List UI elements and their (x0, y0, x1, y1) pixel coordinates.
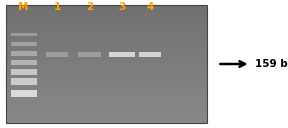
Bar (6, 96, 207, 98)
Bar (6, 30, 207, 32)
Bar (78, 52, 101, 57)
Bar (6, 71, 207, 73)
Bar (6, 10, 207, 11)
Bar (6, 77, 207, 79)
Bar (6, 20, 207, 21)
Bar (6, 7, 207, 8)
Bar (6, 99, 207, 101)
Bar (6, 107, 207, 108)
Bar (6, 120, 207, 121)
Bar (139, 52, 161, 57)
Bar (6, 80, 207, 82)
Bar (6, 66, 207, 67)
Bar (6, 90, 207, 92)
Text: 1: 1 (54, 2, 61, 12)
Bar (6, 67, 207, 68)
Bar (6, 51, 207, 52)
Bar (6, 121, 207, 123)
Bar (6, 33, 207, 35)
Bar (6, 57, 207, 58)
Bar (6, 49, 207, 51)
Bar (6, 5, 207, 7)
Bar (6, 82, 207, 83)
Bar (6, 29, 207, 30)
Bar (6, 88, 207, 89)
Bar (6, 42, 207, 43)
Bar (6, 92, 207, 93)
Bar (11, 42, 37, 46)
Bar (46, 52, 68, 57)
Bar (6, 18, 207, 20)
Bar (6, 89, 207, 90)
Bar (6, 8, 207, 10)
Bar (6, 55, 207, 57)
Bar (6, 58, 207, 60)
Bar (6, 79, 207, 80)
Bar (6, 27, 207, 29)
Bar (6, 39, 207, 40)
Bar (6, 17, 207, 18)
Bar (6, 64, 207, 66)
Bar (6, 23, 207, 24)
Bar (6, 46, 207, 48)
Bar (6, 111, 207, 113)
Bar (6, 108, 207, 110)
Bar (6, 102, 207, 104)
Text: 159 bp: 159 bp (255, 59, 288, 69)
Bar (6, 105, 207, 107)
Bar (11, 60, 37, 65)
Bar (6, 76, 207, 77)
Text: 4: 4 (146, 2, 154, 12)
Bar (6, 113, 207, 114)
Text: 2: 2 (86, 2, 93, 12)
Bar (11, 51, 37, 56)
Bar (6, 83, 207, 85)
Bar (6, 15, 207, 17)
Bar (6, 101, 207, 102)
Bar (6, 115, 207, 117)
Bar (6, 38, 207, 39)
Bar (6, 74, 207, 76)
Bar (6, 73, 207, 74)
Bar (6, 63, 207, 64)
Bar (6, 5, 207, 123)
Bar (6, 70, 207, 71)
Bar (6, 54, 207, 55)
Bar (6, 32, 207, 33)
Bar (6, 43, 207, 45)
Bar (109, 52, 135, 57)
Bar (6, 95, 207, 96)
Bar (6, 40, 207, 42)
Bar (6, 36, 207, 38)
Bar (6, 11, 207, 13)
Bar (6, 68, 207, 70)
Bar (6, 110, 207, 111)
Bar (6, 85, 207, 86)
Bar (6, 61, 207, 63)
Bar (11, 78, 37, 85)
Bar (6, 35, 207, 36)
Bar (6, 24, 207, 26)
Bar (6, 52, 207, 54)
Bar (6, 114, 207, 115)
Bar (6, 14, 207, 15)
Bar (6, 117, 207, 119)
Bar (6, 48, 207, 49)
Text: M: M (18, 2, 28, 12)
Bar (11, 69, 37, 75)
Bar (6, 93, 207, 95)
Bar (11, 90, 37, 97)
Bar (6, 60, 207, 61)
Bar (6, 45, 207, 46)
Bar (6, 104, 207, 105)
Bar (6, 13, 207, 14)
Bar (6, 86, 207, 88)
Bar (6, 119, 207, 120)
Bar (6, 98, 207, 99)
Bar (6, 21, 207, 23)
Text: 3: 3 (118, 2, 125, 12)
Bar (6, 26, 207, 27)
Bar (11, 33, 37, 36)
